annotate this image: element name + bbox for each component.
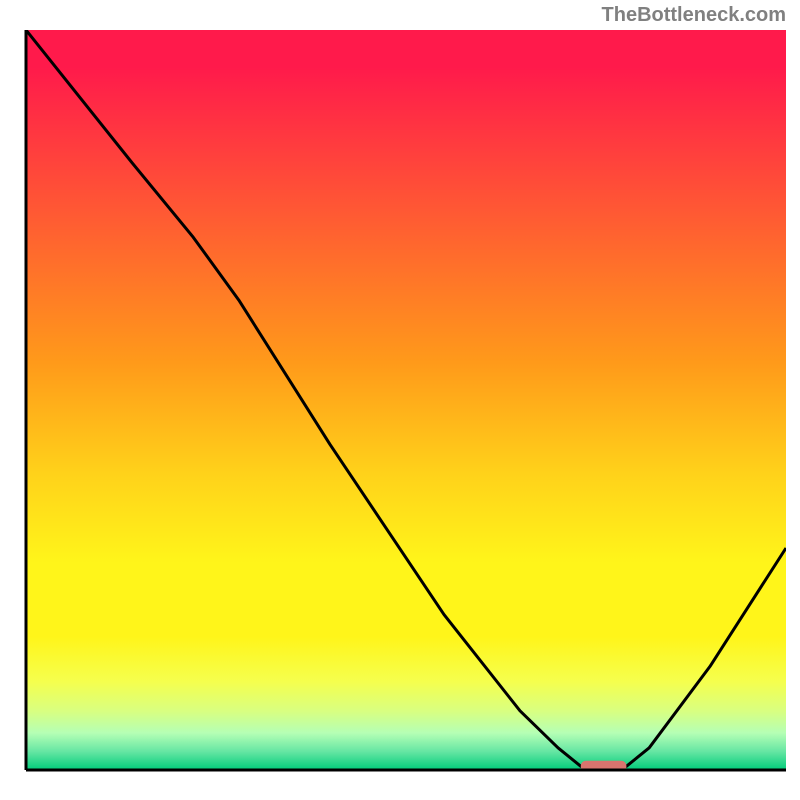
watermark: TheBottleneck.com: [602, 4, 786, 27]
bottleneck-chart: TheBottleneck.com: [0, 0, 800, 800]
gradient-background: [26, 30, 786, 770]
chart-svg: [0, 0, 800, 800]
